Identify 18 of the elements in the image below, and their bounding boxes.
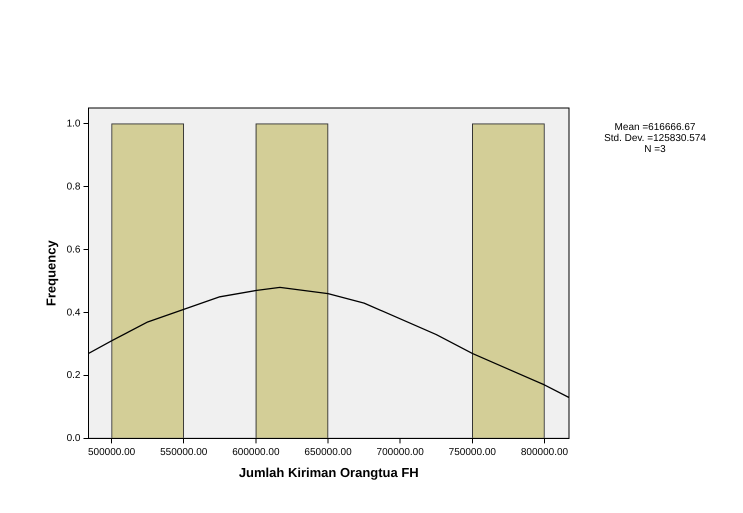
y-axis-title: Frequency (43, 240, 58, 306)
x-tick-label: 650000.00 (304, 447, 352, 458)
text: Mean =616666.67 (614, 122, 696, 133)
y-tick-label: 0.4 (66, 307, 81, 318)
y-tick-label: 0.8 (66, 181, 81, 192)
x-tick-label: 500000.00 (88, 447, 136, 458)
y-tick-label: 1.0 (66, 118, 81, 130)
y-tick-label: 0.2 (66, 370, 81, 382)
text: Std. Dev. =125830.574 (603, 133, 707, 144)
x-tick-label: 700000.00 (376, 447, 424, 458)
text: N =3 (643, 144, 667, 155)
x-tick-label: 750000.00 (448, 447, 496, 458)
x-tick-label: 800000.00 (520, 447, 569, 458)
x-tick-label: 550000.00 (160, 447, 208, 458)
x-tick-label: 600000.00 (232, 447, 280, 458)
y-tick-label: 0.0 (66, 433, 81, 444)
x-axis-title: Jumlah Kiriman Orangtua FH (238, 464, 419, 480)
y-tick-label: 0.6 (66, 244, 81, 256)
